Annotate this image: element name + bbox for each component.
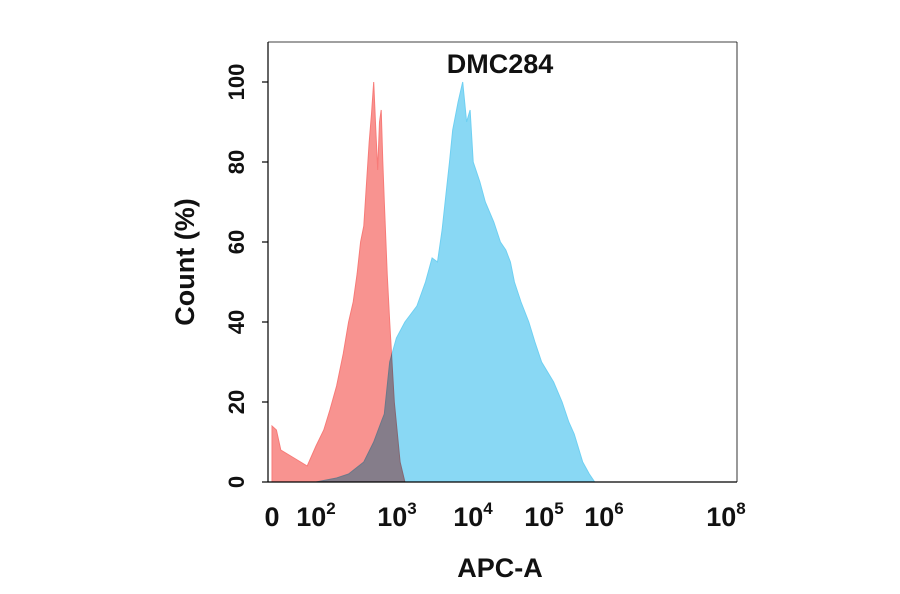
y-tick-label: 0 bbox=[224, 476, 249, 488]
x-tick-base: 10 bbox=[377, 502, 407, 532]
x-tick-base: 10 bbox=[706, 502, 736, 532]
y-tick-label: 20 bbox=[224, 390, 249, 414]
x-tick-label: 102 bbox=[296, 499, 336, 532]
x-tick-exponent: 5 bbox=[554, 499, 563, 518]
x-axis-title: APC-A bbox=[457, 553, 543, 583]
y-tick-label: 100 bbox=[224, 64, 249, 101]
x-tick-exponent: 3 bbox=[407, 499, 416, 518]
y-tick-label: 60 bbox=[224, 230, 249, 254]
plot-frame bbox=[267, 41, 738, 483]
x-tick-exponent: 2 bbox=[326, 499, 335, 518]
x-tick-label: 104 bbox=[453, 499, 493, 532]
series-area-red bbox=[271, 81, 406, 483]
x-tick-base: 10 bbox=[584, 502, 614, 532]
x-tick-base: 10 bbox=[524, 502, 554, 532]
x-tick-exponent: 8 bbox=[736, 499, 745, 518]
series-area-blue bbox=[272, 81, 596, 483]
chart-title: DMC284 bbox=[447, 49, 554, 79]
x-tick-label: 105 bbox=[524, 499, 564, 532]
x-tick-layer: 0 102 103 104 105 106 108 bbox=[264, 499, 745, 532]
y-axis-title: Count (%) bbox=[170, 198, 200, 325]
x-tick-exponent: 4 bbox=[483, 499, 493, 518]
x-tick-label: 103 bbox=[377, 499, 417, 532]
x-tick-label: 106 bbox=[584, 499, 624, 532]
x-tick-label: 108 bbox=[706, 499, 746, 532]
x-tick-base: 10 bbox=[453, 502, 483, 532]
y-tick-label: 40 bbox=[224, 310, 249, 334]
y-tick-label: 80 bbox=[224, 150, 249, 174]
x-tick-base: 0 bbox=[264, 502, 279, 532]
x-tick-exponent: 6 bbox=[614, 499, 623, 518]
x-tick-base: 10 bbox=[296, 502, 326, 532]
x-tick-label: 0 bbox=[264, 502, 279, 532]
series-layer bbox=[271, 81, 596, 483]
y-tick-layer: 0 20 40 60 80 100 bbox=[224, 64, 268, 488]
